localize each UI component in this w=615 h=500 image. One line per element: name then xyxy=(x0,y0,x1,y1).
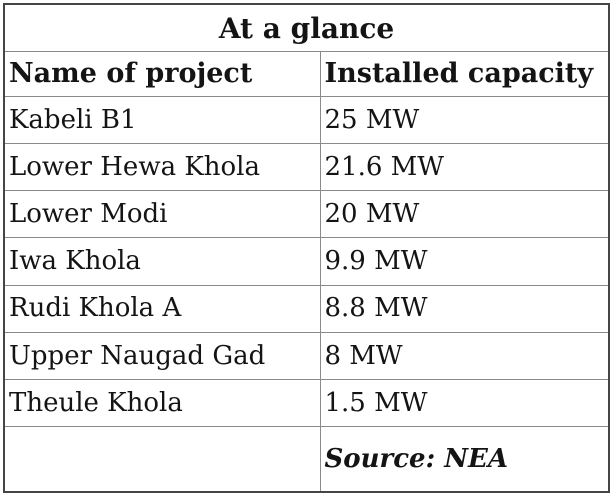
source-note: Source: NEA xyxy=(319,426,610,493)
project-name-cell: Lower Modi xyxy=(3,190,321,239)
table-row: Kabeli B1 25 MW xyxy=(3,95,610,145)
capacity-cell: 1.5 MW xyxy=(319,378,610,428)
table-row: Lower Hewa Khola 21.6 MW xyxy=(3,143,610,192)
capacity-cell: 21.6 MW xyxy=(319,143,610,192)
at-a-glance-table: At a glance Name of project Installed ca… xyxy=(3,3,611,493)
project-name-cell: Iwa Khola xyxy=(3,237,321,286)
table-title: At a glance xyxy=(3,3,610,52)
capacity-cell: 8.8 MW xyxy=(319,284,610,333)
capacity-cell: 8 MW xyxy=(319,331,610,380)
project-name-cell: Theule Khola xyxy=(3,378,321,428)
table-row: Rudi Khola A 8.8 MW xyxy=(3,284,610,333)
title-row: At a glance xyxy=(3,3,610,52)
column-header-capacity: Installed capacity xyxy=(319,51,610,97)
project-name-cell: Upper Naugad Gad xyxy=(3,331,321,380)
table-row: Iwa Khola 9.9 MW xyxy=(3,237,610,286)
capacity-cell: 9.9 MW xyxy=(319,237,610,286)
header-row: Name of project Installed capacity xyxy=(3,51,610,97)
project-name-cell: Lower Hewa Khola xyxy=(3,143,321,192)
project-name-cell: Rudi Khola A xyxy=(3,284,321,333)
table-row: Lower Modi 20 MW xyxy=(3,190,610,239)
source-row: Source: NEA xyxy=(3,426,610,493)
capacity-cell: 20 MW xyxy=(319,190,610,239)
table-row: Upper Naugad Gad 8 MW xyxy=(3,331,610,380)
empty-cell xyxy=(3,426,321,493)
table-row: Theule Khola 1.5 MW xyxy=(3,378,610,428)
project-name-cell: Kabeli B1 xyxy=(3,95,321,145)
column-header-project: Name of project xyxy=(3,51,321,97)
capacity-cell: 25 MW xyxy=(319,95,610,145)
